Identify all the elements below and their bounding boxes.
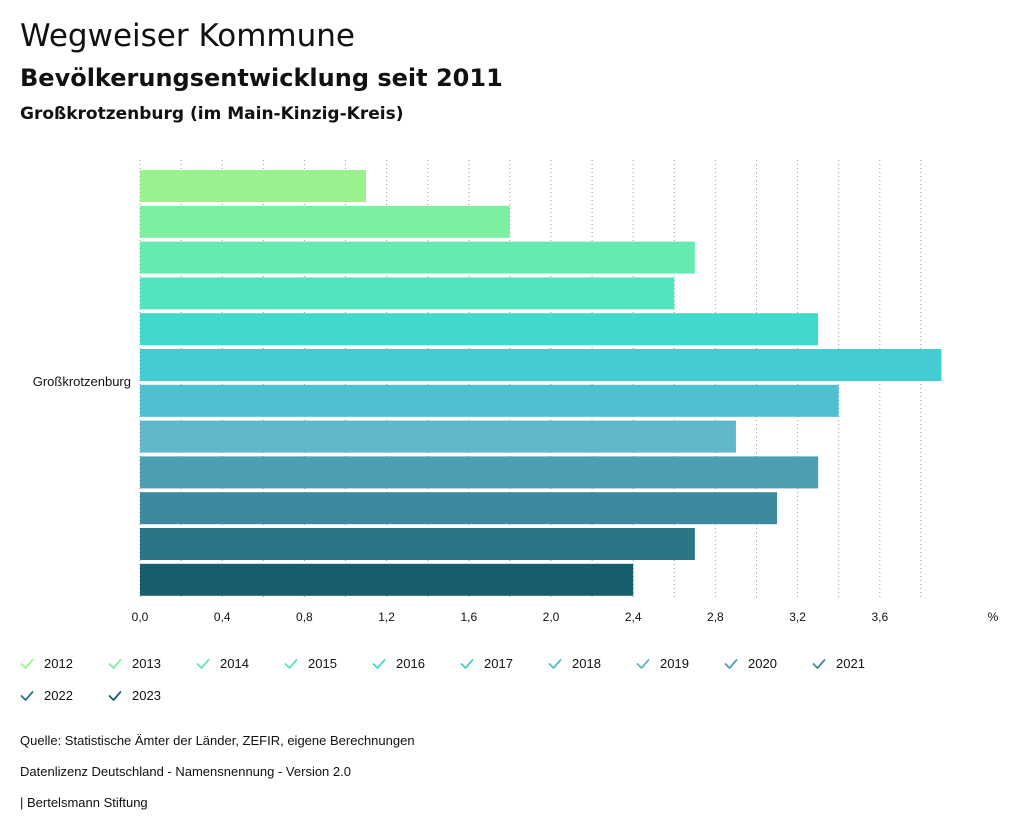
x-tick-label: 3,6 <box>871 610 888 624</box>
legend-label: 2014 <box>220 656 249 671</box>
bar-2021[interactable] <box>140 492 778 525</box>
legend-label: 2016 <box>396 656 425 671</box>
check-icon <box>20 658 34 669</box>
legend-item-2012[interactable]: 2012 <box>20 656 73 671</box>
check-icon <box>108 658 122 669</box>
check-icon <box>460 658 474 669</box>
legend-label: 2018 <box>572 656 601 671</box>
publisher-note: | Bertelsmann Stiftung <box>20 795 148 810</box>
check-icon <box>812 658 826 669</box>
legend-label: 2022 <box>44 688 73 703</box>
category-label: Großkrotzenburg <box>33 374 131 389</box>
x-tick-label: 3,2 <box>789 610 806 624</box>
legend-label: 2013 <box>132 656 161 671</box>
x-tick-label: 2,4 <box>625 610 642 624</box>
page-title: Wegweiser Kommune <box>20 18 355 54</box>
legend-item-2023[interactable]: 2023 <box>108 688 161 703</box>
bar-2022[interactable] <box>140 528 695 560</box>
check-icon <box>108 690 122 701</box>
bar-2012[interactable] <box>140 170 367 202</box>
legend-item-2021[interactable]: 2021 <box>812 656 865 671</box>
legend-label: 2019 <box>660 656 689 671</box>
bar-2020[interactable] <box>140 456 819 489</box>
check-icon <box>20 690 34 701</box>
x-tick-label: 1,2 <box>378 610 395 624</box>
legend-item-2013[interactable]: 2013 <box>108 656 161 671</box>
check-icon <box>284 658 298 669</box>
bar-2013[interactable] <box>140 205 510 238</box>
check-icon <box>636 658 650 669</box>
license-note: Datenlizenz Deutschland - Namensnennung … <box>20 764 351 779</box>
x-tick-label: 0,8 <box>296 610 313 624</box>
bar-2017[interactable] <box>140 349 942 381</box>
x-tick-label: 0,0 <box>132 610 149 624</box>
x-unit-label: % <box>988 610 999 624</box>
bar-2014[interactable] <box>140 241 695 274</box>
chart-subtitle: Bevölkerungsentwicklung seit 2011 <box>20 64 503 92</box>
check-icon <box>724 658 738 669</box>
x-tick-label: 2,0 <box>543 610 560 624</box>
check-icon <box>548 658 562 669</box>
x-tick-label: 0,4 <box>214 610 231 624</box>
bar-chart: Großkrotzenburg 0,0 0,4 0,8 1,2 1,6 2,0 2,4 2,8 3… <box>33 160 999 624</box>
bar-2019[interactable] <box>140 420 736 453</box>
x-tick-label: 1,6 <box>460 610 477 624</box>
legend-item-2014[interactable]: 2014 <box>196 656 249 671</box>
x-tick-label: 2,8 <box>707 610 724 624</box>
bar-2018[interactable] <box>140 384 839 417</box>
bar-2016[interactable] <box>140 313 819 346</box>
source-note: Quelle: Statistische Ämter der Länder, Z… <box>20 733 415 748</box>
check-icon <box>372 658 386 669</box>
legend-label: 2017 <box>484 656 513 671</box>
legend-label: 2020 <box>748 656 777 671</box>
bar-2015[interactable] <box>140 277 675 310</box>
legend-label: 2023 <box>132 688 161 703</box>
bar-2023[interactable] <box>140 563 634 596</box>
legend-item-2015[interactable]: 2015 <box>284 656 337 671</box>
legend-item-2018[interactable]: 2018 <box>548 656 601 671</box>
legend-item-2017[interactable]: 2017 <box>460 656 513 671</box>
check-icon <box>196 658 210 669</box>
legend-item-2020[interactable]: 2020 <box>724 656 777 671</box>
legend-label: 2021 <box>836 656 865 671</box>
region-title: Großkrotzenburg (im Main-Kinzig-Kreis) <box>20 104 404 124</box>
legend-item-2022[interactable]: 2022 <box>20 688 73 703</box>
legend-item-2016[interactable]: 2016 <box>372 656 425 671</box>
legend-label: 2015 <box>308 656 337 671</box>
legend-label: 2012 <box>44 656 73 671</box>
legend-item-2019[interactable]: 2019 <box>636 656 689 671</box>
